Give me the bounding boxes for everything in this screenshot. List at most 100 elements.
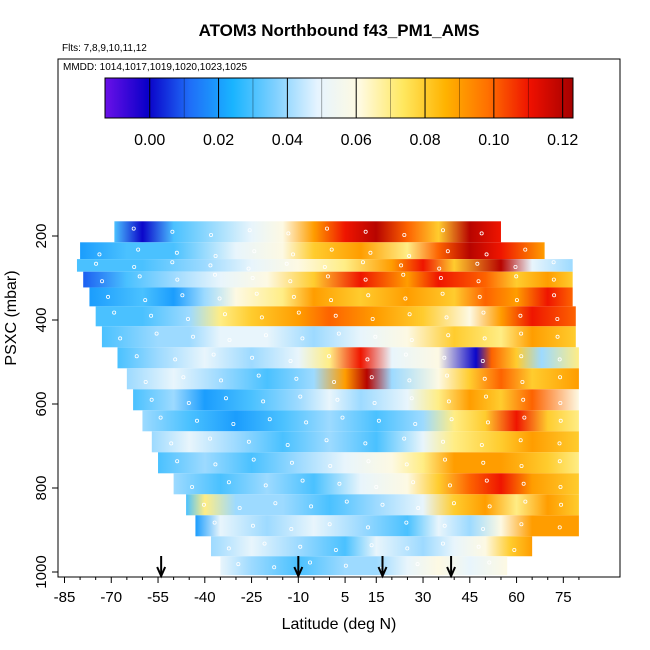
sample-point bbox=[481, 527, 486, 532]
sample-point bbox=[480, 358, 485, 363]
colorbar-tick-label: 0.02 bbox=[203, 132, 234, 149]
sample-point bbox=[442, 355, 447, 360]
sample-point bbox=[442, 457, 447, 462]
sample-point bbox=[261, 399, 266, 404]
sample-point bbox=[404, 520, 409, 525]
sample-point bbox=[290, 252, 295, 257]
sample-point bbox=[409, 396, 414, 401]
profile-marker-arrowhead bbox=[377, 566, 388, 579]
sample-point bbox=[289, 460, 294, 465]
sample-point bbox=[405, 546, 410, 551]
sample-point bbox=[223, 396, 228, 401]
heatmap-band bbox=[89, 287, 573, 307]
sample-point bbox=[407, 378, 412, 383]
sample-point bbox=[476, 544, 481, 549]
sample-point bbox=[227, 337, 232, 342]
x-tick-label: 30 bbox=[415, 589, 432, 606]
sample-point bbox=[512, 548, 517, 553]
sample-point bbox=[263, 483, 268, 488]
sample-point bbox=[149, 313, 154, 318]
sample-point bbox=[236, 562, 241, 567]
sample-point bbox=[372, 400, 377, 405]
sample-point bbox=[143, 298, 148, 303]
sample-point bbox=[441, 439, 446, 444]
sample-point bbox=[217, 296, 222, 301]
sample-point bbox=[437, 266, 442, 271]
y-tick-label: 1000 bbox=[33, 555, 50, 588]
sample-point bbox=[438, 275, 443, 280]
sample-point bbox=[559, 502, 564, 507]
sample-point bbox=[94, 261, 99, 266]
x-tick-label: -40 bbox=[194, 589, 216, 606]
sample-point bbox=[521, 397, 526, 402]
heatmap-band bbox=[142, 410, 579, 432]
sample-point bbox=[246, 439, 251, 444]
sample-point bbox=[523, 247, 528, 252]
heatmap-band bbox=[211, 536, 533, 557]
sample-point bbox=[106, 294, 111, 299]
sample-point bbox=[363, 229, 368, 234]
sample-point bbox=[514, 274, 519, 279]
sample-point bbox=[366, 459, 371, 464]
sample-point bbox=[484, 478, 489, 483]
sample-point bbox=[522, 415, 527, 420]
heatmap-band bbox=[133, 389, 579, 411]
sample-point bbox=[262, 541, 267, 546]
sample-point bbox=[296, 310, 301, 315]
y-axis: 200 400 600 800 1000 bbox=[33, 223, 58, 589]
sample-point bbox=[484, 394, 489, 399]
sample-point bbox=[336, 331, 341, 336]
sample-point bbox=[558, 375, 563, 380]
sample-point bbox=[137, 274, 142, 279]
colorbar: 0.00 0.02 0.04 0.06 0.08 0.10 0.12 bbox=[104, 77, 578, 149]
sample-point bbox=[219, 378, 224, 383]
x-tick-label: 15 bbox=[368, 589, 385, 606]
x-tick-label: -10 bbox=[287, 589, 309, 606]
sample-point bbox=[401, 272, 406, 277]
sample-point bbox=[520, 379, 525, 384]
sample-point bbox=[475, 261, 480, 266]
sample-point bbox=[324, 438, 329, 443]
sample-point bbox=[136, 247, 141, 252]
sample-point bbox=[407, 312, 412, 317]
sample-point bbox=[413, 421, 418, 426]
dates-label: MMDD: 1014,1017,1019,1020,1023,1025 bbox=[63, 62, 247, 73]
sample-point bbox=[446, 333, 451, 338]
sample-point bbox=[558, 484, 563, 489]
sample-point bbox=[411, 480, 416, 485]
sample-point bbox=[363, 277, 368, 282]
sample-point bbox=[213, 462, 218, 467]
sample-point bbox=[366, 525, 371, 530]
sample-point bbox=[213, 253, 218, 258]
heatmap-band bbox=[126, 368, 579, 390]
sample-point bbox=[154, 331, 159, 336]
sample-point bbox=[181, 375, 186, 380]
sample-point bbox=[231, 421, 236, 426]
sample-point bbox=[340, 415, 345, 420]
sample-point bbox=[308, 560, 313, 565]
sample-point bbox=[365, 357, 370, 362]
sample-point bbox=[557, 441, 562, 446]
sample-point bbox=[521, 481, 526, 486]
sample-point bbox=[476, 279, 481, 284]
sample-point bbox=[399, 263, 404, 268]
sample-point bbox=[335, 397, 340, 402]
sample-point bbox=[449, 417, 454, 422]
sample-point bbox=[551, 260, 556, 265]
sample-point bbox=[369, 543, 374, 548]
sample-point bbox=[343, 563, 348, 568]
sample-point bbox=[402, 436, 407, 441]
sample-point bbox=[447, 483, 452, 488]
sample-point bbox=[513, 264, 518, 269]
sample-point bbox=[149, 397, 154, 402]
x-tick-label: -55 bbox=[147, 589, 169, 606]
heatmap-band bbox=[117, 347, 579, 369]
profile-marker-arrowhead bbox=[446, 566, 457, 579]
sample-point bbox=[286, 231, 291, 236]
sample-point bbox=[132, 264, 137, 269]
sample-point bbox=[360, 260, 365, 265]
heatmap-band bbox=[101, 326, 576, 348]
colorbar-tick-label: 0.06 bbox=[341, 132, 372, 149]
sample-point bbox=[208, 263, 213, 268]
